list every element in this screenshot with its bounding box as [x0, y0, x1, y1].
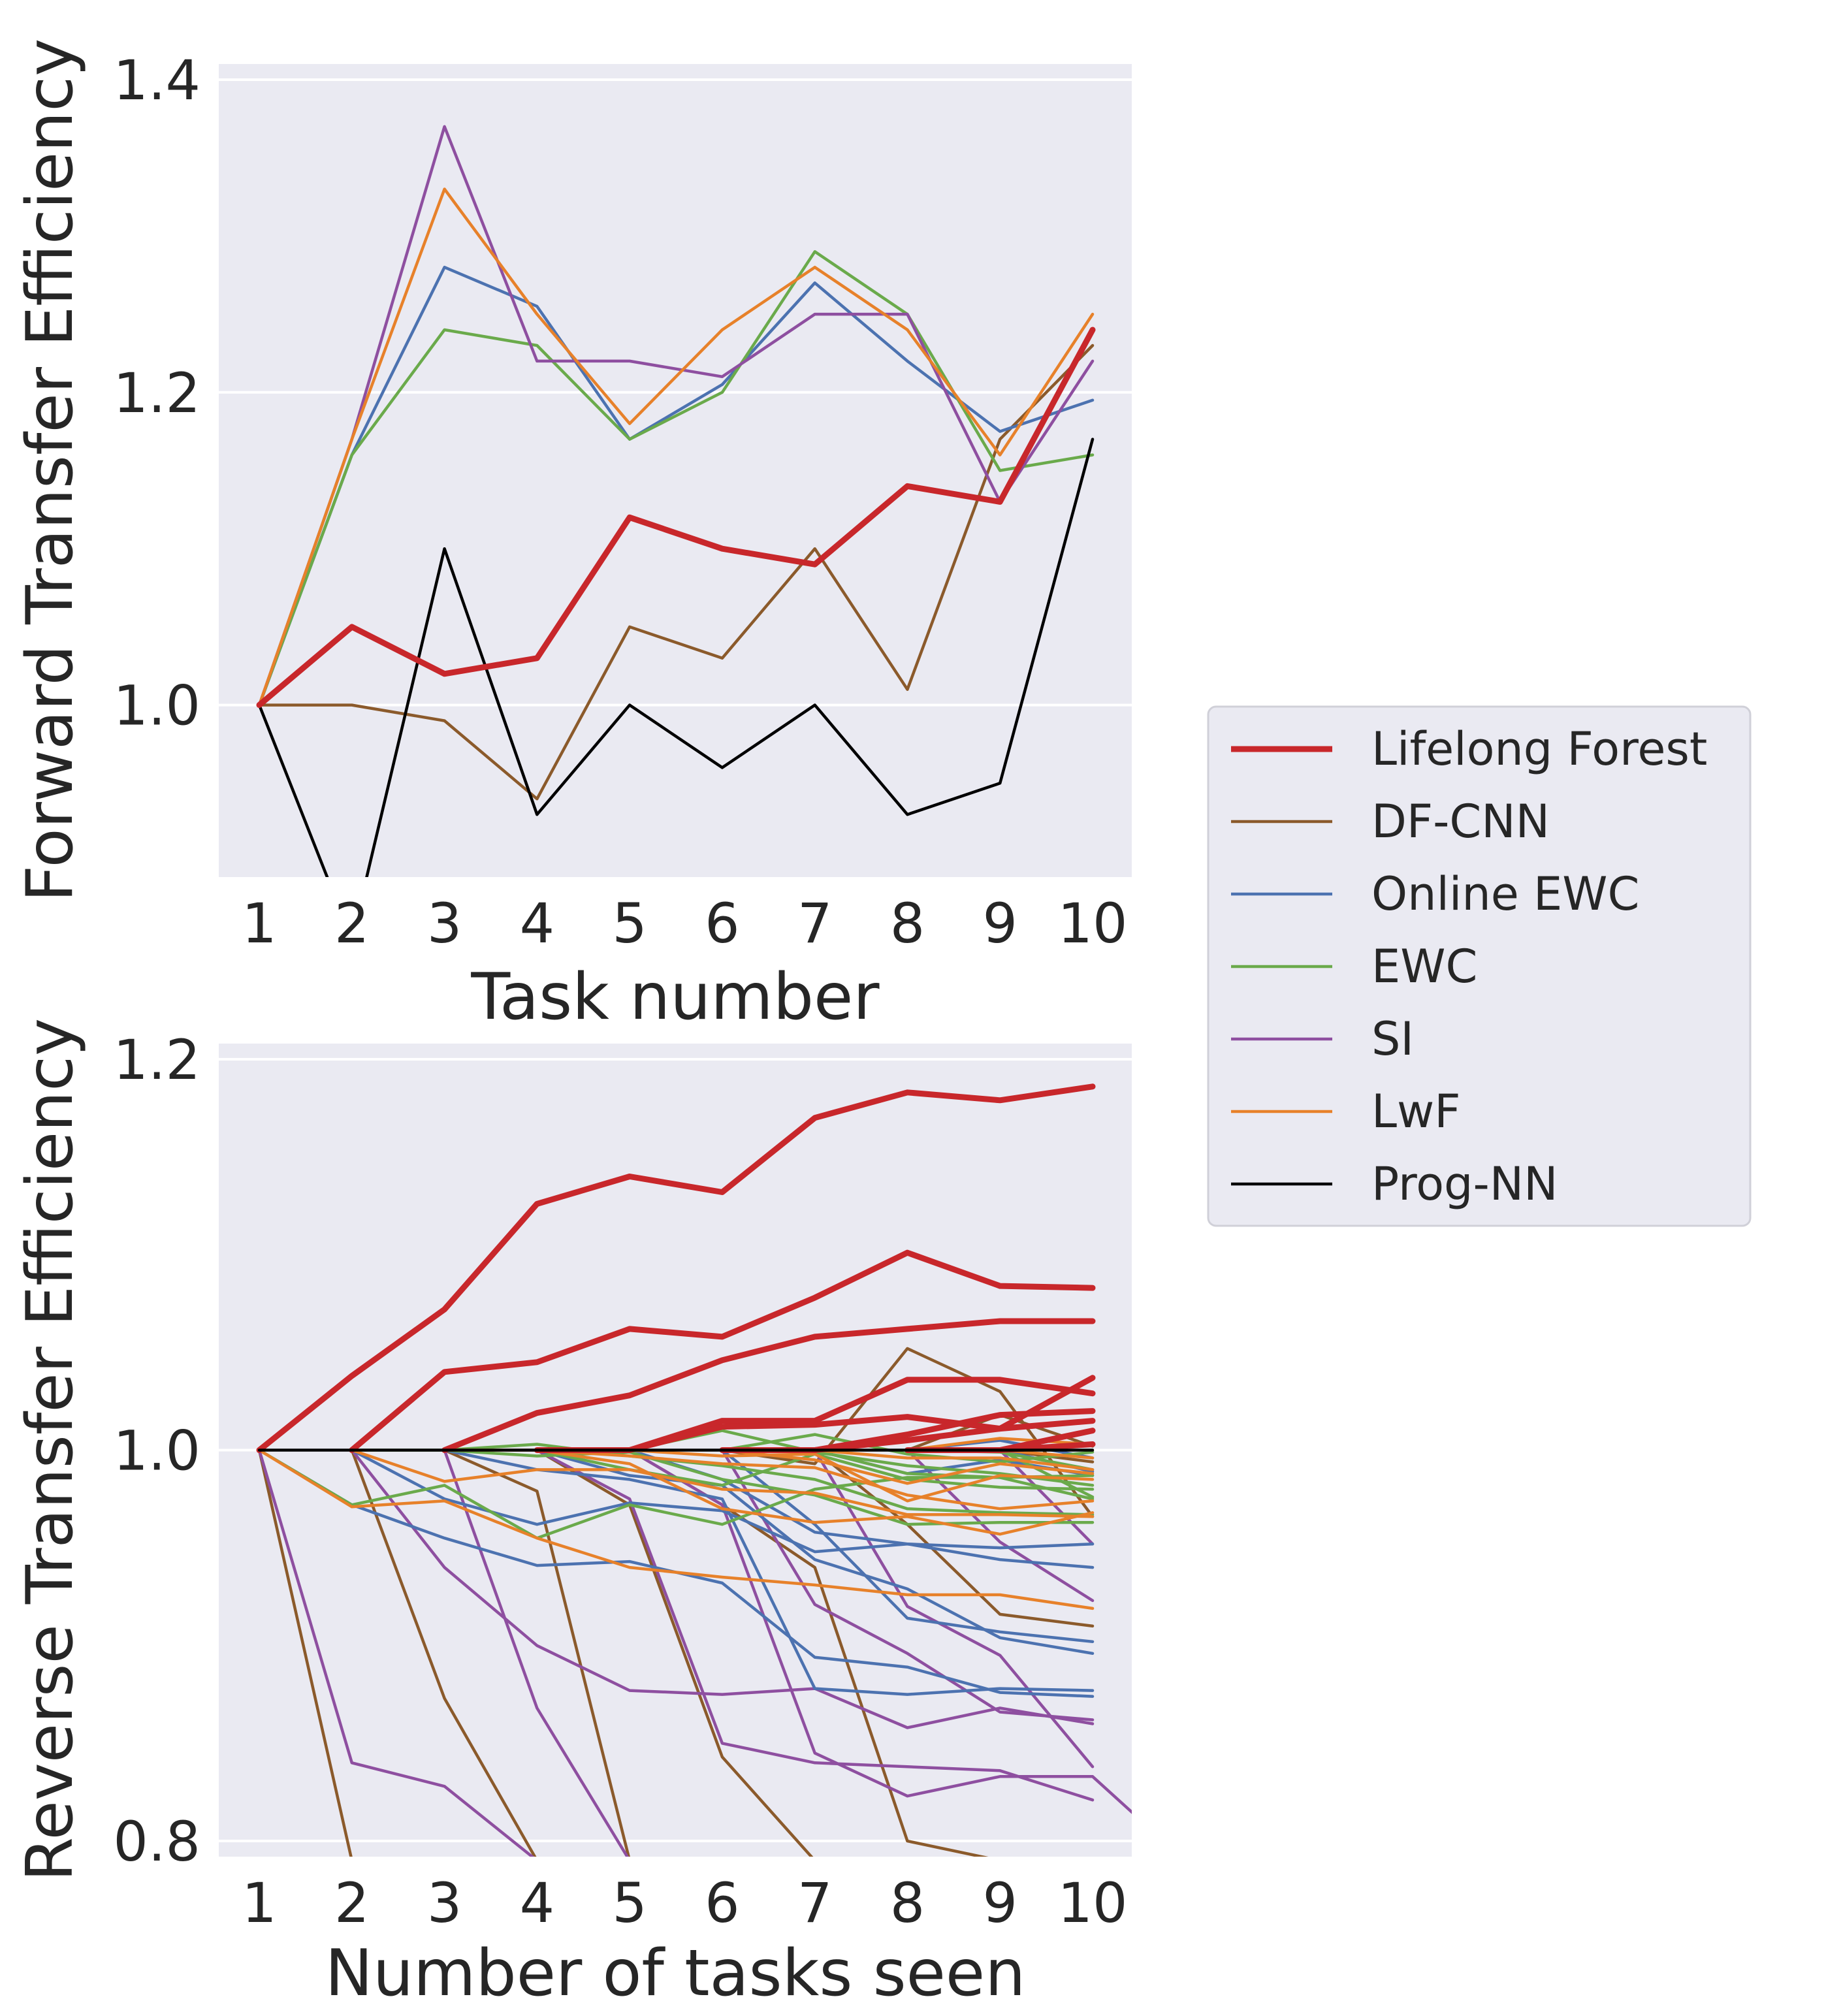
top-series-lines	[256, 125, 1096, 877]
legend: Lifelong Forest DF-CNN Online EWC EWC SI LwF P…	[1207, 705, 1752, 1227]
x-tick-label: 6	[705, 891, 739, 955]
legend-label: DF-CNN	[1371, 795, 1550, 848]
series-line-online-ewc	[443, 1448, 1095, 1696]
series-line-lifelong-forest	[441, 1318, 1096, 1453]
series-line-lwf	[536, 1448, 1095, 1536]
series-line-df-cnn	[536, 1448, 814, 1857]
series-line-lwf	[720, 1448, 1095, 1485]
y-tick-label: 1.2	[113, 1028, 200, 1092]
bottom-x-axis-label: Number of tasks seen	[325, 1936, 1026, 2011]
bottom-series-lines	[256, 1083, 1132, 1857]
series-line-si	[257, 1448, 535, 1857]
x-tick-label: 1	[242, 1871, 276, 1935]
lines-group	[256, 125, 1096, 877]
series-line-lifelong-forest	[626, 1375, 1096, 1453]
x-tick-label: 8	[890, 891, 925, 955]
series-line-lifelong-forest	[812, 1418, 1096, 1453]
series-line-lwf	[628, 1448, 1095, 1503]
bottom-y-axis-label: Reverse Transfer Efficiency	[13, 1018, 88, 1881]
x-tick-label: 2	[334, 1871, 369, 1935]
x-tick-label: 7	[797, 891, 832, 955]
series-line-lifelong-forest	[349, 1249, 1096, 1453]
series-line-lwf	[257, 187, 1095, 707]
lines-group	[256, 1083, 1132, 1857]
x-tick-label: 1	[242, 891, 276, 955]
series-line-si	[720, 1448, 1095, 1721]
top-x-axis-label: Task number	[470, 960, 880, 1034]
top-gridlines	[219, 78, 1132, 707]
legend-label: EWC	[1371, 940, 1477, 993]
series-line-df-cnn	[720, 1347, 1095, 1518]
series-line-df-cnn	[257, 344, 1095, 801]
legend-label: Lifelong Forest	[1371, 722, 1707, 776]
y-tick-label: 1.0	[113, 674, 200, 738]
x-tick-label: 6	[705, 1871, 739, 1935]
series-line-si	[257, 125, 1095, 707]
x-tick-label: 3	[427, 891, 462, 955]
y-tick-label: 1.4	[113, 48, 200, 112]
series-line-ewc	[350, 1443, 1095, 1516]
series-line-lwf	[257, 1448, 1095, 1610]
series-line-lwf	[350, 1448, 1095, 1518]
x-tick-label: 10	[1058, 1871, 1128, 1935]
series-line-ewc	[257, 1448, 1095, 1540]
series-line-lifelong-forest	[256, 327, 1096, 709]
legend-label: Prog-NN	[1371, 1157, 1558, 1211]
legend-items: Lifelong Forest DF-CNN Online EWC EWC SI LwF P…	[1231, 722, 1707, 1211]
series-line-prog-nn	[257, 438, 1095, 877]
bottom-y-tick-labels: 0.8 1.0 1.2	[113, 1028, 200, 1874]
series-line-df-cnn	[813, 1448, 1095, 1628]
series-line-lifelong-forest	[256, 1083, 1096, 1453]
x-tick-label: 4	[520, 891, 554, 955]
x-tick-label: 4	[520, 1871, 554, 1935]
x-tick-label: 7	[797, 1871, 832, 1935]
x-tick-label: 5	[612, 891, 647, 955]
y-tick-label: 1.2	[113, 361, 200, 425]
series-line-si	[536, 1448, 1095, 1802]
series-line-df-cnn	[443, 1448, 630, 1857]
series-line-online-ewc	[350, 1448, 1095, 1554]
series-line-lwf	[813, 1448, 1095, 1471]
top-plot-area	[219, 64, 1132, 877]
bottom-x-tick-labels: 1 2 3 4 5 6 7 8 9 10	[242, 1871, 1127, 1935]
series-line-online-ewc	[536, 1448, 1095, 1656]
series-line-online-ewc	[257, 265, 1095, 707]
legend-label: LwF	[1371, 1085, 1461, 1138]
y-tick-label: 0.8	[113, 1810, 200, 1874]
x-tick-label: 2	[334, 891, 369, 955]
top-y-axis-label: Forward Transfer Efficiency	[13, 39, 88, 903]
series-line-ewc	[813, 1448, 1095, 1501]
forward-transfer-panel: 1.0 1.2 1.4 1 2 3 4 5 6 7 8 9 10 Task number Forwar…	[13, 39, 1132, 1034]
x-tick-label: 10	[1058, 891, 1128, 955]
top-x-tick-labels: 1 2 3 4 5 6 7 8 9 10	[242, 891, 1127, 955]
series-line-si	[628, 1448, 1132, 1814]
series-line-ewc	[998, 1448, 1095, 1499]
legend-label: Online EWC	[1371, 867, 1639, 921]
top-y-tick-labels: 1.0 1.2 1.4	[113, 48, 200, 738]
x-tick-label: 9	[982, 1871, 1017, 1935]
series-line-df-cnn	[257, 1448, 353, 1857]
series-line-si	[443, 1448, 630, 1857]
x-tick-label: 9	[982, 891, 1017, 955]
series-line-lwf	[906, 1437, 1095, 1452]
y-tick-label: 1.0	[113, 1419, 200, 1483]
legend-label: SI	[1371, 1012, 1414, 1066]
legend-box	[1207, 705, 1752, 1227]
series-line-si	[350, 1448, 1095, 1729]
series-line-ewc	[443, 1448, 1095, 1526]
x-tick-label: 8	[890, 1871, 925, 1935]
series-line-si	[813, 1448, 1095, 1768]
x-tick-label: 3	[427, 1871, 462, 1935]
reverse-transfer-panel: 0.8 1.0 1.2 1 2 3 4 5 6 7 8 9 10 Number of tasks se…	[13, 1018, 1132, 2011]
series-line-df-cnn	[350, 1448, 537, 1857]
x-tick-label: 5	[612, 1871, 647, 1935]
